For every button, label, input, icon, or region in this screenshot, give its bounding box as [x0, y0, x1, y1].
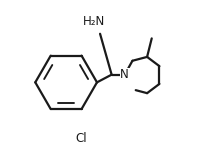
Text: H₂N: H₂N: [83, 15, 106, 28]
Text: N: N: [120, 68, 129, 81]
Text: Cl: Cl: [75, 132, 87, 145]
